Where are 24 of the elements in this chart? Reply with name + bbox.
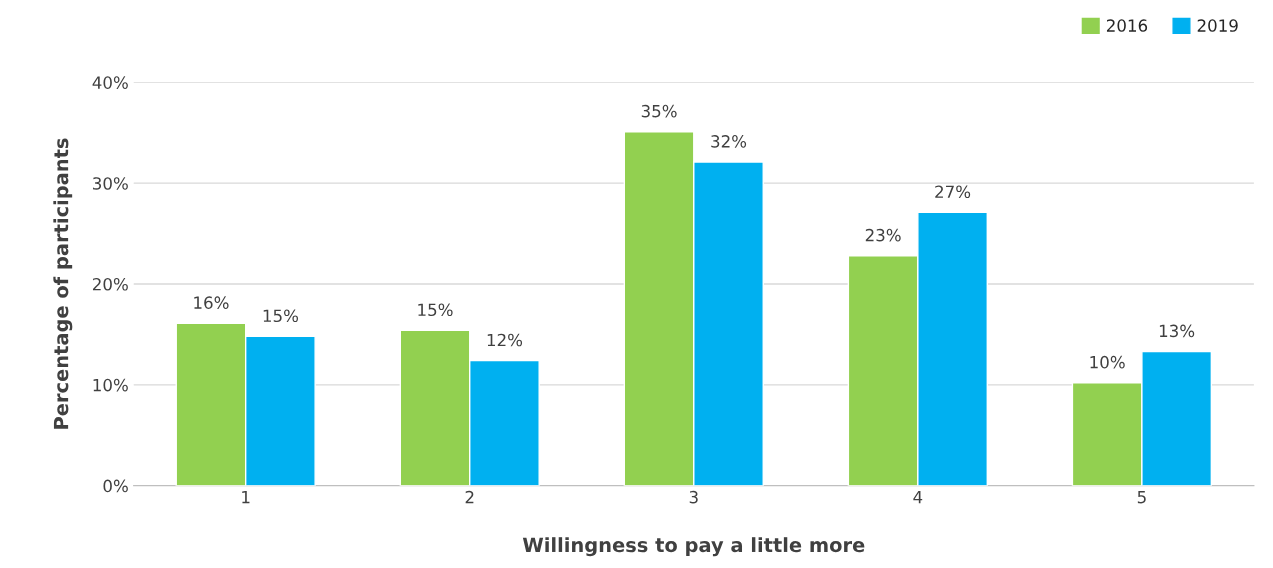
data-label: 13% — [1159, 324, 1195, 338]
x-tick-label: 4 — [913, 491, 923, 504]
legend-label: 2019 — [1197, 19, 1238, 32]
y-tick-label: 30% — [93, 177, 128, 190]
y-tick-label: 20% — [92, 277, 128, 291]
x-tick-label: 5 — [1137, 491, 1146, 504]
data-label: 12% — [487, 333, 523, 347]
data-label: 15% — [418, 303, 453, 317]
x-axis-title: Willingness to pay a little more — [522, 537, 865, 557]
data-label: 35% — [641, 104, 677, 118]
y-axis-title: Percentage of participants — [53, 138, 73, 429]
x-tick-label: 2 — [465, 490, 474, 504]
legend-label: 2016 — [1106, 19, 1148, 32]
x-tick-label: 3 — [689, 490, 698, 504]
data-label: 10% — [1090, 355, 1125, 369]
y-tick-label: 40% — [92, 76, 128, 89]
data-label: 27% — [935, 185, 971, 199]
y-tick-label: 0% — [103, 479, 128, 493]
x-tick-label: 1 — [242, 491, 250, 504]
y-tick-label: 10% — [93, 378, 128, 392]
data-label: 32% — [711, 135, 747, 148]
data-label: 16% — [194, 296, 229, 309]
data-label: 23% — [865, 228, 901, 242]
data-label: 15% — [263, 309, 299, 323]
